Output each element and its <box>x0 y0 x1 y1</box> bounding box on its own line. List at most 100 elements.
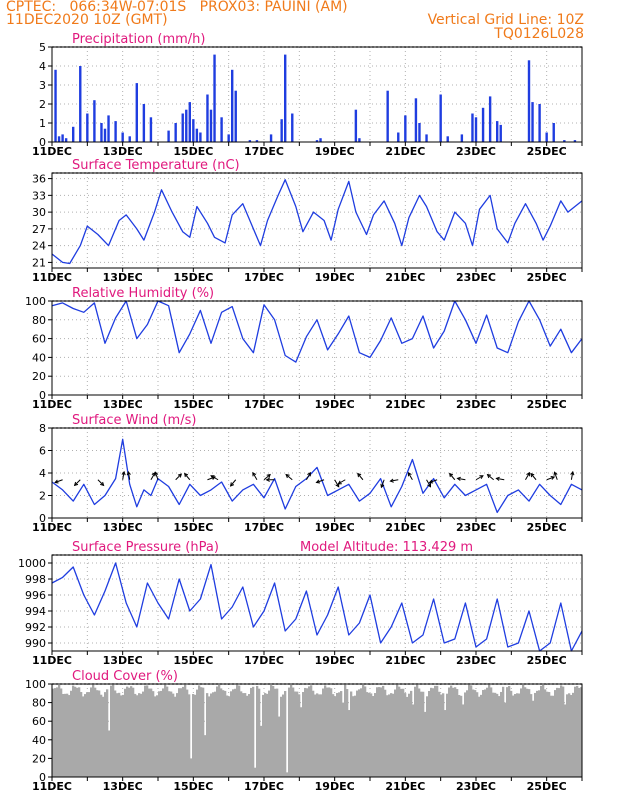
wind-vector-arrow <box>154 472 159 480</box>
y-tick-label: 2 <box>39 490 46 503</box>
cloud-cover-bar <box>260 725 263 777</box>
y-tick-label: 3 <box>39 79 46 92</box>
precip-bar <box>496 121 499 142</box>
cloud-cover-bar <box>288 687 291 777</box>
cloud-cover-bar <box>420 691 423 777</box>
cloud-cover-bar <box>150 688 153 777</box>
plot-frame <box>51 300 583 396</box>
cloud-cover-bar <box>578 687 581 777</box>
precip-bar <box>199 132 202 142</box>
precip-bar <box>234 90 237 142</box>
x-tick-label: 15DEC <box>173 654 213 667</box>
wind-vector-arrow <box>554 472 558 480</box>
precip-bar <box>114 121 117 142</box>
cloud-cover-bar <box>454 687 457 777</box>
precip-bar <box>100 123 103 142</box>
wind-vector-arrow <box>530 473 537 481</box>
cloud-cover-bar <box>580 687 583 777</box>
cloud-cover-bar <box>460 695 463 777</box>
wind-vector-arrow <box>74 479 81 486</box>
cloud-cover-bar <box>90 687 93 777</box>
cloud-cover-bar <box>396 684 399 777</box>
x-tick-label: 21DEC <box>385 654 425 667</box>
cloud-cover-bar <box>272 686 275 777</box>
y-tick-label: 1000 <box>18 557 46 570</box>
cloud-cover-bar <box>360 688 363 777</box>
x-tick-label: 21DEC <box>385 780 425 793</box>
wind-vector-arrow <box>127 471 131 480</box>
cloud-cover-bar <box>162 688 165 777</box>
wind-vector-arrowhead <box>427 483 431 488</box>
cloud-cover-bar <box>542 684 545 777</box>
cloud-cover-bar <box>208 696 211 777</box>
cloud-cover-bar <box>140 693 143 777</box>
cloud-cover-bar <box>364 686 367 777</box>
cloud-cover-bar <box>538 690 541 777</box>
cloud-cover-bar <box>64 693 67 777</box>
precip-bar <box>79 66 82 142</box>
cloud-cover-bar <box>548 692 551 777</box>
x-tick-label: 23DEC <box>456 271 496 284</box>
series-line <box>51 179 583 265</box>
cloud-cover-bar <box>322 688 325 777</box>
model-altitude-annotation: Model Altitude: 113.429 m <box>300 540 473 555</box>
cloud-cover-bar <box>304 687 307 777</box>
cloud-cover-bar <box>442 693 445 777</box>
precip-bar <box>121 132 124 142</box>
wind-vector-arrowhead <box>265 477 270 482</box>
precip-bar <box>206 94 209 142</box>
cloud-cover-bar <box>566 694 569 777</box>
cloud-cover-bar <box>222 690 225 777</box>
wind-vector-arrowhead <box>229 482 235 487</box>
cloud-cover-bar <box>134 693 137 777</box>
cloud-cover-bar <box>510 690 513 777</box>
series-line <box>51 300 583 363</box>
precip-bar <box>481 107 485 142</box>
cloud-cover-bar <box>432 688 435 777</box>
x-tick-label: 19DEC <box>315 398 355 411</box>
cloud-cover-bar <box>182 686 185 777</box>
cloud-cover-bar <box>298 694 301 777</box>
cloud-cover-bar <box>550 695 553 777</box>
cloud-cover-bar <box>58 684 61 777</box>
cloud-cover-bar <box>412 704 415 777</box>
x-tick-label: 25DEC <box>527 398 567 411</box>
cloud-cover-bar <box>170 691 173 777</box>
cloud-cover-bar <box>246 695 249 777</box>
cloud-cover-bar <box>426 696 429 777</box>
cloud-cover-bar <box>408 693 411 777</box>
cloud-cover-bar <box>318 694 321 777</box>
cloud-cover-bar <box>302 692 305 777</box>
precip-bar <box>386 90 389 142</box>
cloud-cover-bar <box>382 685 385 777</box>
y-tick-label: 24 <box>32 240 46 253</box>
cloud-cover-bar <box>286 772 289 777</box>
cloud-cover-bar <box>448 687 451 777</box>
precip-bar <box>488 96 492 142</box>
x-tick-label: 25DEC <box>527 271 567 284</box>
cloud-cover-bar <box>240 691 243 777</box>
wind-vector-arrowhead <box>428 479 434 484</box>
cloud-cover-bar <box>210 693 213 777</box>
cloud-cover-bar <box>424 711 427 777</box>
cloud-cover-bar <box>220 688 223 777</box>
x-tick-label: 19DEC <box>315 271 355 284</box>
cloud-cover-bar <box>516 693 519 777</box>
cloud-cover-bar <box>536 690 539 777</box>
wind-vector-arrowhead <box>307 471 311 477</box>
y-tick-label: 60 <box>32 333 46 346</box>
x-tick-label: 13DEC <box>103 398 143 411</box>
cloud-cover-bar <box>358 689 361 777</box>
precip-bar <box>460 134 464 142</box>
cloud-cover-bar <box>546 691 549 777</box>
cloud-cover-bar <box>200 687 203 777</box>
x-tick-label: 11DEC <box>32 654 72 667</box>
cloud-cover-bar <box>414 686 417 777</box>
cloud-cover-bar <box>176 693 179 777</box>
cloud-cover-bar <box>514 694 517 777</box>
wind-vector-arrow <box>54 479 63 483</box>
cloud-cover-bar <box>400 688 403 777</box>
cloud-cover-bar <box>122 694 125 777</box>
cloud-cover-bar <box>218 684 221 777</box>
cloud-cover-bar <box>474 690 477 777</box>
